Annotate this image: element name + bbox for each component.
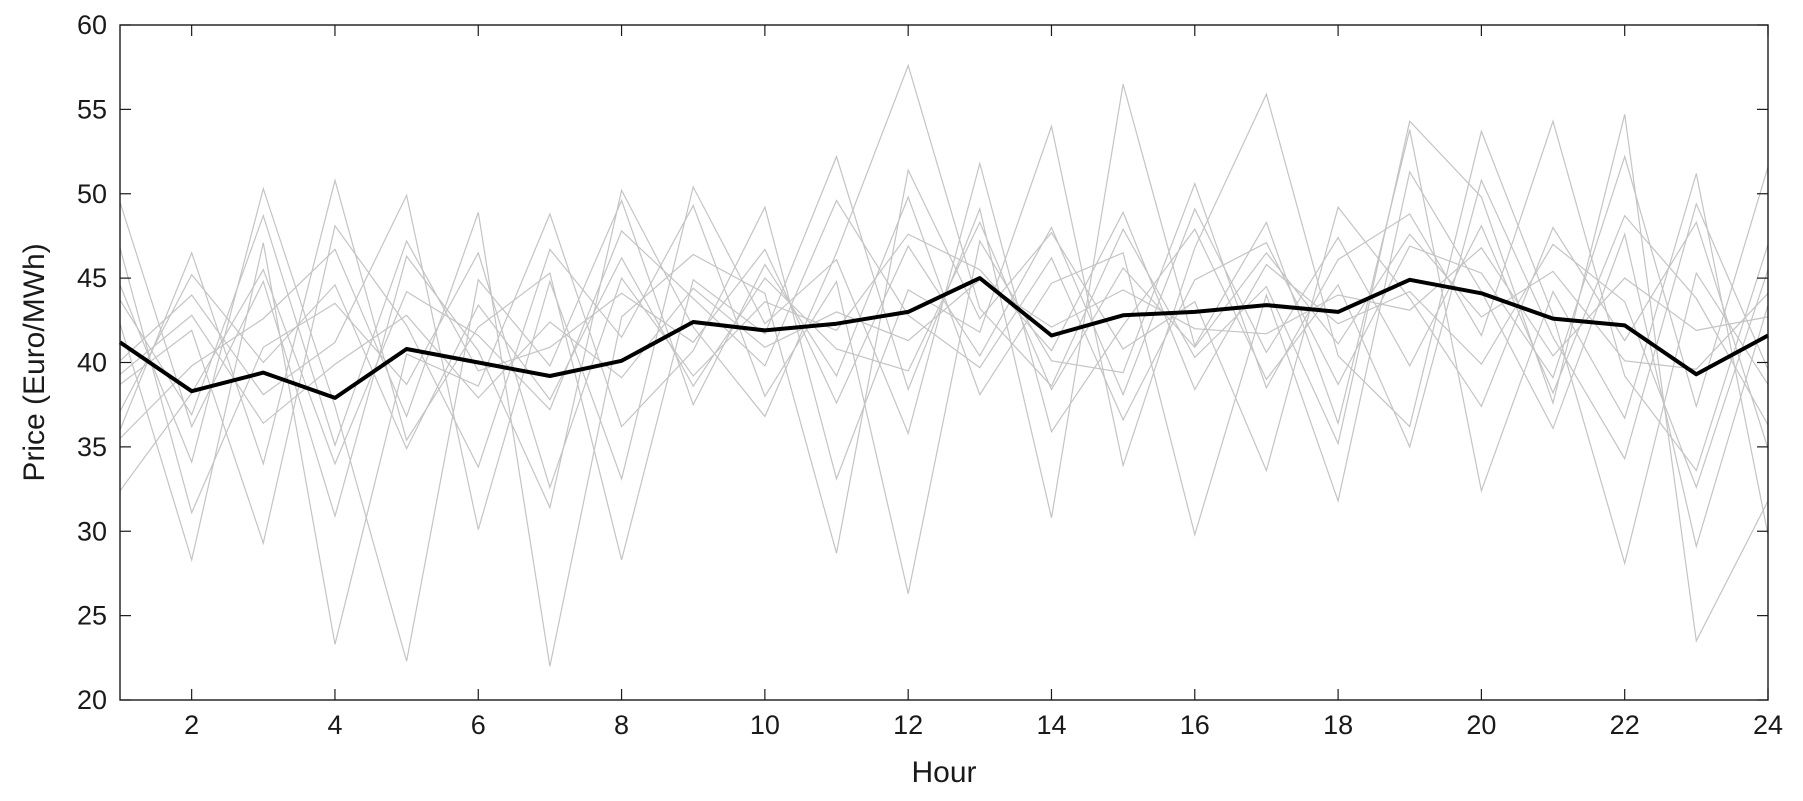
- scenario-line-6: [119, 168, 1769, 667]
- y-tick-label: 55: [77, 94, 107, 124]
- x-tick-label: 14: [1036, 710, 1066, 740]
- x-tick-label: 22: [1610, 710, 1640, 740]
- x-tick-label: 16: [1180, 710, 1210, 740]
- y-tick-label: 40: [77, 348, 107, 378]
- x-tick-label: 8: [614, 710, 629, 740]
- y-axis-ticks: 20 25 30 35 40 45 50 55 60: [77, 10, 1768, 715]
- scenario-line-4: [119, 119, 1769, 594]
- x-tick-label: 4: [327, 710, 342, 740]
- x-tick-label: 12: [893, 710, 923, 740]
- y-tick-label: 45: [77, 263, 107, 293]
- y-tick-label: 25: [77, 601, 107, 631]
- x-tick-label: 10: [750, 710, 780, 740]
- scenario-lines: [119, 63, 1769, 667]
- x-tick-label: 2: [184, 710, 199, 740]
- plot-frame: [119, 24, 1769, 701]
- mean-price-line: [118, 276, 1769, 400]
- y-tick-label: 20: [77, 685, 107, 715]
- x-axis-label: Hour: [911, 756, 976, 789]
- scenario-line-8: [119, 154, 1769, 492]
- y-tick-label: 50: [77, 179, 107, 209]
- x-axis-ticks: 2 4 6 8 10 12 14 16 18 20 22 24: [184, 25, 1783, 740]
- scenario-line-11: [119, 207, 1769, 448]
- x-tick-label: 18: [1323, 710, 1353, 740]
- x-tick-label: 6: [471, 710, 486, 740]
- y-tick-label: 30: [77, 516, 107, 546]
- y-tick-label: 60: [77, 10, 107, 40]
- y-tick-label: 35: [77, 432, 107, 462]
- x-tick-label: 20: [1466, 710, 1496, 740]
- y-axis-label: Price (Euro/MWh): [18, 243, 51, 481]
- x-tick-label: 24: [1753, 710, 1783, 740]
- scenario-line-7: [119, 161, 1769, 530]
- scenario-line-10: [119, 246, 1769, 425]
- scenario-line-3: [119, 92, 1769, 645]
- scenario-line-2: [119, 83, 1769, 561]
- scenario-line-1: [119, 63, 1769, 643]
- mean-line-layer: [118, 276, 1769, 400]
- scenario-line-9: [119, 210, 1769, 515]
